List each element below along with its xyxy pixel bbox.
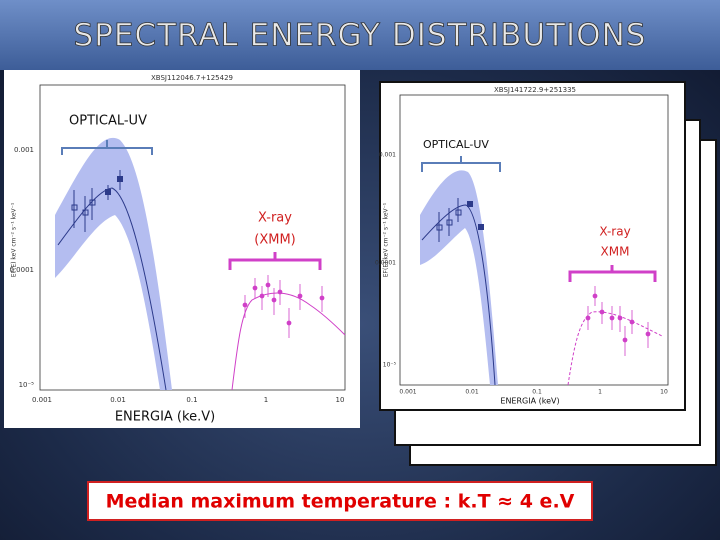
optical-model — [57, 187, 167, 391]
x-tick-label: 10 — [336, 396, 345, 404]
xray-label: XMM — [601, 245, 630, 259]
y-tick-label: 10⁻⁵ — [19, 381, 35, 389]
x-tick-label: 0.1 — [186, 396, 197, 404]
xray-bracket — [228, 252, 322, 270]
x-axis-label: ENERGIA (keV) — [500, 397, 559, 406]
y-tick-label: 10⁻⁵ — [383, 362, 397, 369]
x-tick-label: 0.001 — [399, 389, 416, 396]
slide-title: SPECTRAL ENERGY DISTRIBUTIONS — [74, 18, 647, 54]
title-band — [0, 0, 720, 70]
y-tick-label: 0.0001 — [375, 260, 396, 267]
y-tick-label: 0.001 — [379, 152, 396, 159]
y-tick-label: 0.0001 — [10, 266, 35, 274]
y-tick-label: 0.001 — [14, 146, 34, 154]
optical-point — [105, 189, 111, 195]
x-tick-label: 1 — [598, 389, 602, 396]
optical-point — [478, 224, 484, 230]
optical-model — [421, 204, 496, 386]
footer-text: Median maximum temperature : k.T ≈ 4 e.V — [106, 491, 575, 513]
optical-band — [55, 137, 172, 390]
x-tick-label: 0.001 — [32, 396, 52, 404]
optical-points — [71, 170, 121, 232]
xray-points — [585, 286, 651, 356]
x-tick-label: 0.1 — [532, 389, 542, 396]
xray-label: (XMM) — [254, 233, 295, 248]
xray-model — [567, 311, 663, 386]
label-box — [58, 110, 158, 132]
source-name: XBSJ141722.9+251335 — [494, 86, 576, 94]
optical-points — [436, 198, 462, 242]
optical-point — [117, 176, 123, 182]
y-axis-label: EF(E) keV cm⁻² s⁻¹ keV⁻¹ — [11, 202, 18, 277]
optical-bracket — [421, 156, 501, 172]
optical-bracket — [61, 140, 153, 155]
y-axis-label: EF(E) keV cm⁻² s⁻¹ keV⁻¹ — [383, 202, 390, 277]
x-tick-label: 0.01 — [110, 396, 126, 404]
optical-label: OPTICAL-UV — [423, 138, 489, 151]
plot-frame — [39, 84, 346, 391]
x-axis-label: ENERGIA (ke.V) — [115, 410, 215, 425]
left-plot: XBSJ112046.7+125429 EF(E) keV cm⁻² s⁻¹ k… — [4, 70, 360, 428]
source-name: XBSJ112046.7+125429 — [151, 74, 233, 82]
plot-frame — [399, 94, 669, 386]
optical-label: OPTICAL-UV — [69, 114, 147, 129]
xray-label: X-ray — [258, 211, 292, 226]
x-tick-label: 0.01 — [465, 389, 479, 396]
footer-box — [87, 481, 593, 521]
optical-point — [467, 201, 473, 207]
x-tick-label: 1 — [264, 396, 268, 404]
xray-bracket — [568, 265, 657, 282]
right-plot: XBSJ141722.9+251335 EF(E) keV cm⁻² s⁻¹ k… — [375, 81, 686, 411]
xray-label: X-ray — [599, 225, 630, 239]
x-tick-label: 10 — [660, 389, 668, 396]
xray-points — [242, 275, 325, 338]
